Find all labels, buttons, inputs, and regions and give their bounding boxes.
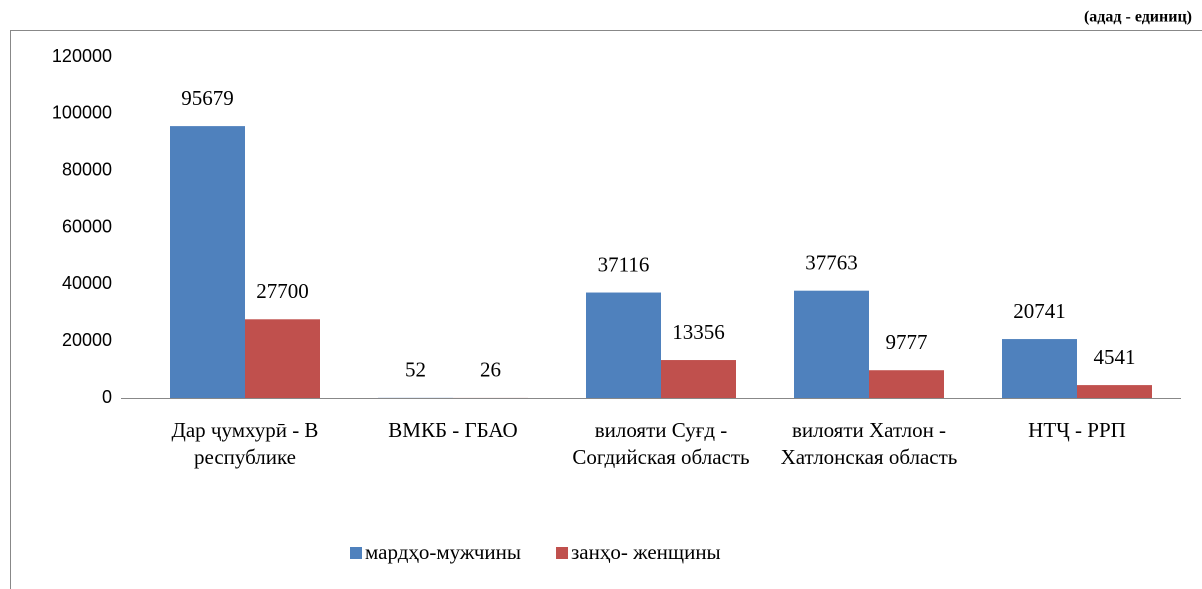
- bar: [869, 370, 944, 398]
- bar: [794, 290, 869, 398]
- bar: [1077, 385, 1152, 398]
- value-label: 4541: [1094, 345, 1136, 369]
- value-label: 13356: [672, 320, 725, 344]
- x-tick-label: ВМКБ - ГБАО: [388, 418, 517, 442]
- bar: [586, 292, 661, 398]
- unit-note: (адад - единиц): [1084, 9, 1192, 26]
- y-tick-label: 0: [102, 387, 112, 407]
- value-label: 52: [405, 358, 426, 382]
- bar: [245, 319, 320, 398]
- y-tick-label: 40000: [62, 273, 112, 293]
- bar: [661, 360, 736, 398]
- y-tick-label: 120000: [52, 46, 112, 66]
- legend-label: мардҳо-мужчины: [365, 540, 521, 564]
- y-tick-label: 60000: [62, 216, 112, 236]
- x-tick-label: вилояти Суғд -Согдийская область: [572, 418, 749, 469]
- x-tick-label: вилояти Хатлон -Хатлонская область: [781, 418, 958, 469]
- legend-swatch: [350, 547, 362, 559]
- legend-swatch: [556, 547, 569, 559]
- value-label: 95679: [181, 86, 234, 110]
- value-label: 37116: [598, 252, 650, 276]
- value-label: 37763: [805, 251, 858, 275]
- value-label: 9777: [886, 330, 928, 354]
- chart-frame: [10, 30, 1202, 589]
- y-tick-label: 80000: [62, 159, 112, 179]
- y-tick-label: 100000: [52, 103, 112, 123]
- legend-label: занҳо- женщины: [571, 540, 721, 564]
- bar: [170, 126, 245, 398]
- value-label: 20741: [1013, 299, 1066, 323]
- y-tick-label: 20000: [62, 330, 112, 350]
- bar: [1002, 339, 1077, 398]
- value-label: 26: [480, 358, 501, 382]
- x-tick-label: НТҶ - РРП: [1028, 418, 1126, 442]
- value-label: 27700: [256, 279, 309, 303]
